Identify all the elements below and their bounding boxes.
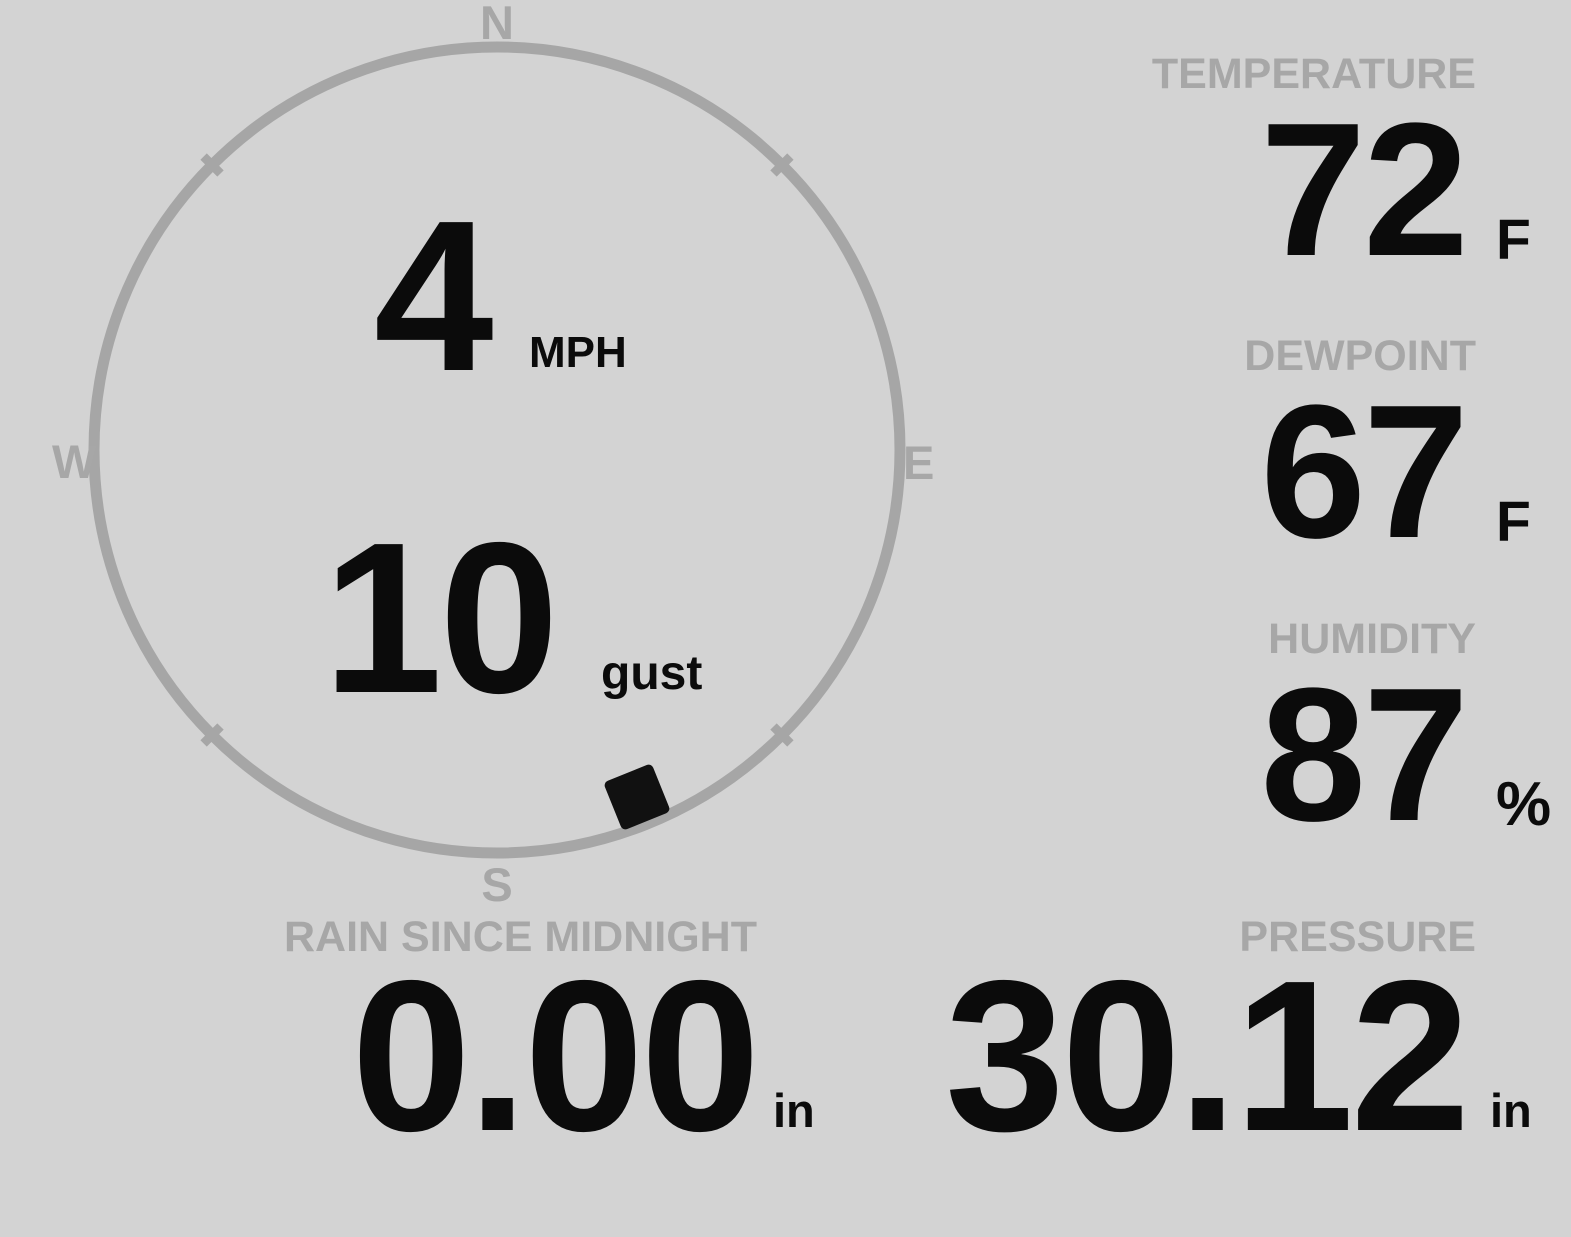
metric-value: 72 — [1260, 84, 1468, 296]
metric-label: DEWPOINT — [1244, 332, 1476, 380]
metric-label: RAIN SINCE MIDNIGHT — [284, 913, 757, 961]
metric-value: 0.00 — [351, 935, 760, 1176]
metric-unit: in — [1490, 1084, 1532, 1137]
compass-label-north: N — [480, 0, 514, 49]
metric-value: 30.12 — [945, 935, 1470, 1176]
metric-unit: in — [773, 1084, 815, 1137]
wind-gust-label: gust — [601, 647, 703, 700]
wind-speed-value: 4 — [374, 175, 494, 416]
compass-label-south: S — [481, 858, 513, 911]
compass-ring — [88, 41, 906, 859]
compass-label-east: E — [903, 436, 935, 489]
metric-value: 67 — [1260, 366, 1468, 578]
compass-label-west: W — [52, 435, 97, 488]
wind-gust-value: 10 — [323, 497, 559, 738]
metric-label: PRESSURE — [1239, 913, 1476, 961]
metric-unit: % — [1496, 770, 1552, 839]
wind-speed-unit: MPH — [529, 328, 627, 377]
metric-unit: F — [1496, 490, 1531, 554]
metric-label: HUMIDITY — [1268, 615, 1476, 663]
compass-intercardinal-ticks — [200, 153, 794, 747]
metric-value: 87 — [1260, 649, 1468, 861]
metric-unit: F — [1496, 208, 1531, 272]
metric-label: TEMPERATURE — [1151, 50, 1476, 98]
